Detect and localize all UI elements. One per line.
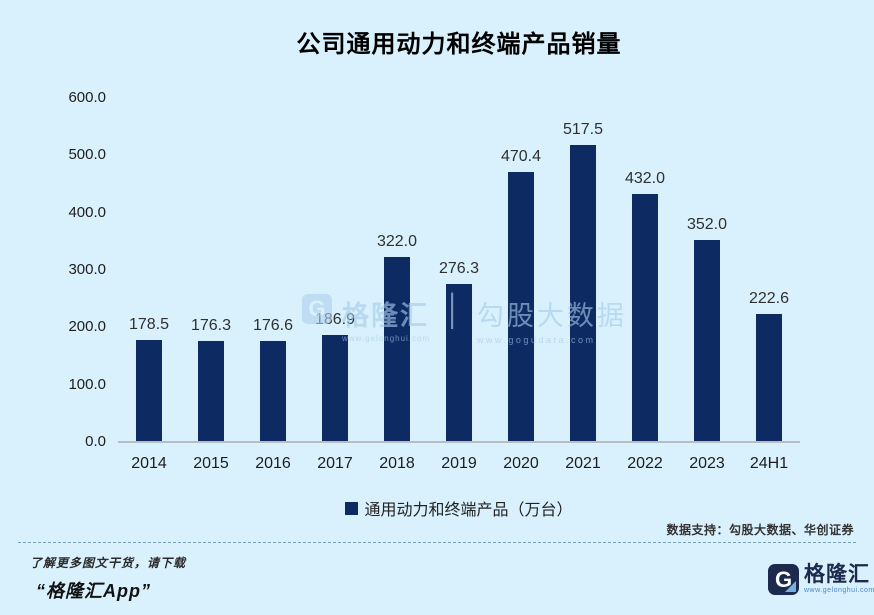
- bars-container: 178.5 2014 176.3 2015 176.6 2016 186.9 2017 322.…: [118, 98, 800, 472]
- data-source-note: 数据支持：勾股大数据、华创证券: [666, 523, 854, 537]
- brand-url: www.gelonghui.com: [804, 587, 874, 594]
- bar-value-label: 322.0: [376, 233, 418, 250]
- bar: [322, 335, 348, 442]
- x-tick-label: 2016: [255, 455, 291, 472]
- chart-title: 公司通用动力和终端产品销量: [296, 31, 622, 58]
- x-axis-line: [118, 441, 800, 443]
- legend: 通用动力和终端产品（万台）: [118, 496, 800, 520]
- bar-value-label: 517.5: [562, 121, 604, 138]
- bar: [446, 284, 472, 442]
- bar: [508, 172, 534, 442]
- bar-value-label: 222.6: [748, 290, 790, 307]
- bar-column: 470.4 2020: [490, 98, 552, 472]
- dashed-divider: [18, 542, 856, 543]
- x-tick-label: 2023: [689, 455, 725, 472]
- y-tick-label: 600.0: [68, 89, 106, 106]
- x-tick-label: 2019: [441, 455, 477, 472]
- gelonghui-logo-icon: G: [768, 564, 799, 595]
- y-tick-label: 200.0: [68, 318, 106, 336]
- plot-area: 600.0 500.0 400.0 300.0 200.0 100.0 0.0 178.5 2…: [68, 89, 800, 472]
- legend-label: 通用动力和终端产品（万台）: [364, 502, 573, 519]
- bar-value-label: 470.4: [500, 148, 542, 165]
- footer-promo: 了解更多图文干货，请下载 “格隆汇App”: [30, 554, 186, 603]
- y-axis: 600.0 500.0 400.0 300.0 200.0 100.0 0.0: [10, 89, 106, 450]
- bar: [632, 194, 658, 442]
- footer-promo-text: 了解更多图文干货，请下载: [30, 556, 187, 570]
- bar-value-label: 176.6: [252, 317, 294, 334]
- bar-column: 432.0 2022: [614, 98, 676, 472]
- x-tick-label: 2018: [379, 455, 415, 472]
- x-tick-label: 2020: [503, 455, 539, 472]
- y-tick-label: 300.0: [68, 261, 106, 278]
- bar-value-label: 176.3: [190, 317, 232, 334]
- bar: [260, 341, 286, 442]
- x-tick-label: 2021: [565, 455, 601, 472]
- y-tick-label: 400.0: [68, 203, 106, 221]
- bar-value-label: 432.0: [624, 170, 666, 187]
- bar-value-label: 186.9: [314, 311, 356, 328]
- bar-column: 517.5 2021: [552, 98, 614, 472]
- bar-column: 176.6 2016: [242, 98, 304, 472]
- brand-text-block: 格隆汇 www.gelonghui.com: [804, 563, 874, 595]
- brand-name: 格隆汇: [804, 563, 870, 586]
- bar-column: 352.0 2023: [676, 98, 738, 472]
- footer-app-name: “格隆汇App”: [36, 581, 151, 601]
- logo-accent-triangle: [785, 581, 796, 592]
- bar-column: 176.3 2015: [180, 98, 242, 472]
- bar: [384, 257, 410, 442]
- bar-column: 322.0 2018: [366, 98, 428, 472]
- bar-value-label: 276.3: [438, 260, 480, 277]
- bar: [694, 240, 720, 442]
- x-tick-label: 24H1: [749, 455, 789, 472]
- bar-column: 178.5 2014: [118, 98, 180, 472]
- bar-column: 222.6 24H1: [738, 98, 800, 472]
- bar: [570, 145, 596, 442]
- y-tick-label: 500.0: [68, 146, 106, 164]
- bar-value-label: 352.0: [686, 216, 728, 233]
- x-tick-label: 2015: [193, 455, 229, 472]
- y-tick-label: 0.0: [85, 433, 106, 450]
- bar: [136, 340, 162, 442]
- bar: [756, 314, 782, 442]
- x-tick-label: 2017: [317, 455, 353, 472]
- legend-marker-icon: [345, 501, 359, 515]
- bar-column: 276.3 2019: [428, 98, 490, 472]
- bar-value-label: 178.5: [128, 316, 170, 333]
- x-tick-label: 2014: [131, 455, 167, 472]
- bar-column: 186.9 2017: [304, 98, 366, 472]
- y-tick-label: 100.0: [68, 375, 106, 393]
- gelonghui-brand: G 格隆汇 www.gelonghui.com: [768, 564, 874, 595]
- bar: [198, 341, 224, 442]
- x-tick-label: 2022: [627, 455, 663, 472]
